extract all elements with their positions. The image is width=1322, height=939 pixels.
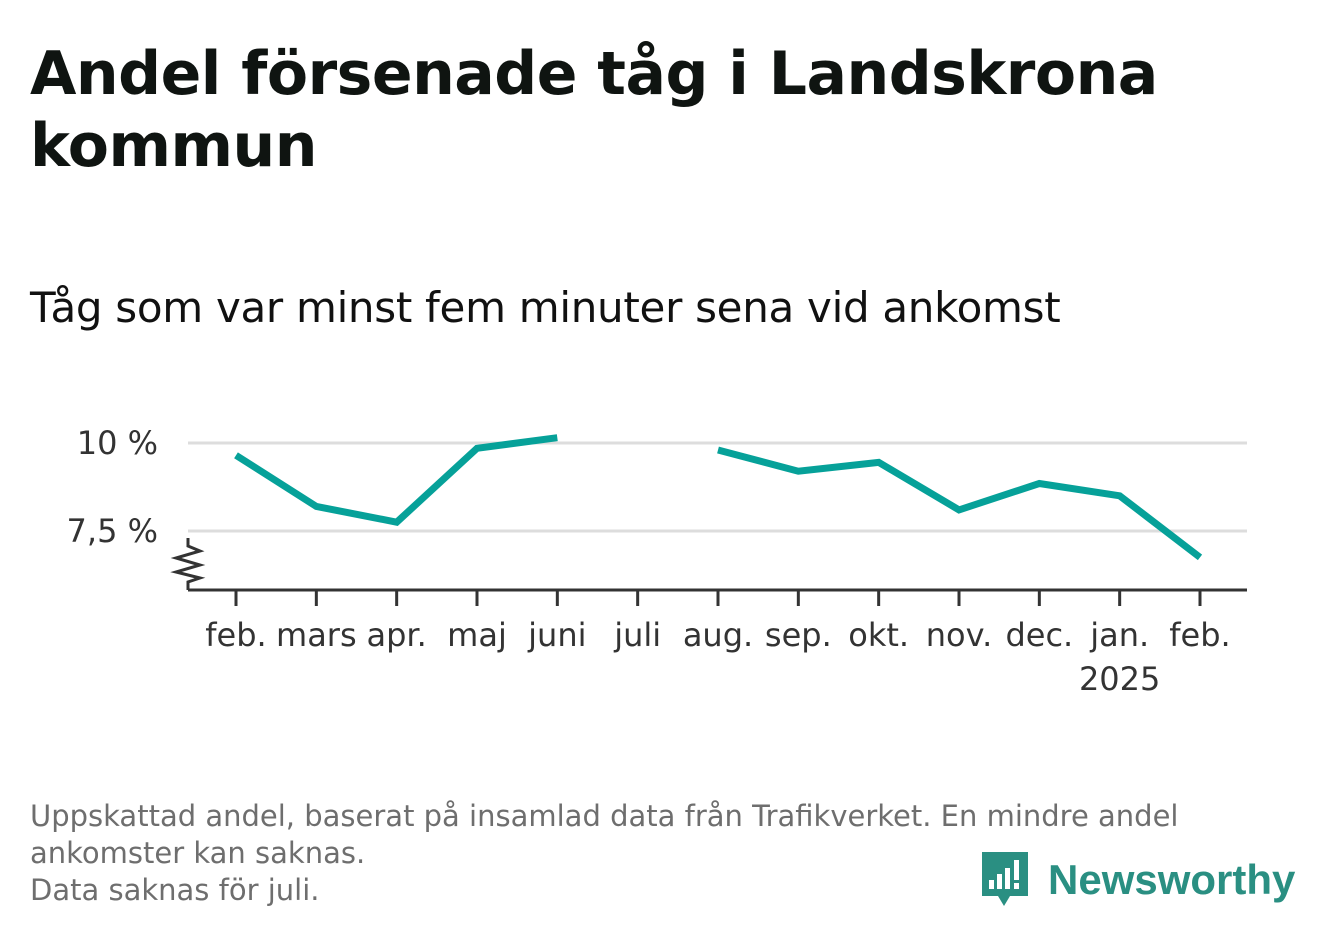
x-tick-label: feb.	[1169, 616, 1230, 654]
x-tick-label: juni	[527, 616, 586, 654]
y-tick-label: 7,5 %	[67, 512, 158, 550]
chart-subtitle: Tåg som var minst fem minuter sena vid a…	[30, 283, 1061, 332]
y-tick-label: 10 %	[77, 424, 158, 462]
x-tick-label: aug.	[683, 616, 753, 654]
brand-name: Newsworthy	[1048, 856, 1296, 903]
x-tick-label: feb.	[205, 616, 266, 654]
x-tick-label: maj	[447, 616, 507, 654]
y-axis-break-icon	[170, 538, 206, 590]
footnote-line-1: Uppskattad andel, baserat på insamlad da…	[30, 799, 1179, 833]
x-tick-label: okt.	[848, 616, 909, 654]
y-tick-labels: 7,5 % 10 %	[67, 424, 158, 550]
x-tick-label: apr.	[367, 616, 427, 654]
series-line	[234, 434, 1203, 561]
x-ticks: feb. mars apr. maj juni juli aug. sep. okt. nov. d…	[205, 590, 1231, 654]
x-tick-label: juli	[613, 616, 661, 654]
x-tick-label: sep.	[765, 616, 832, 654]
footnote-line-3: Data saknas för juli.	[30, 873, 320, 907]
footnote: Uppskattad andel, baserat på insamlad da…	[30, 798, 1290, 909]
x-tick-label: dec.	[1005, 616, 1073, 654]
x-year-label: 2025	[1079, 660, 1160, 698]
chart-title: Andel försenade tåg i Landskrona kommun	[30, 39, 1158, 181]
footnote-line-2: ankomster kan saknas.	[30, 836, 366, 870]
x-tick-label: jan.	[1089, 616, 1149, 654]
brand-logo: Newsworthy	[980, 850, 1295, 910]
gridlines	[188, 441, 1247, 533]
series-line-segment	[234, 434, 558, 526]
newsworthy-logo-icon	[982, 852, 1028, 906]
series-line-segment	[717, 446, 1203, 561]
x-tick-label: mars	[276, 616, 357, 654]
line-chart: 7,5 % 10 % feb. mars apr. maj juni juli aug. sep…	[67, 424, 1247, 698]
x-tick-label: nov.	[926, 616, 992, 654]
